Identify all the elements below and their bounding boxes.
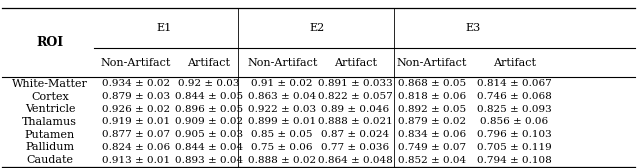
Text: Artifact: Artifact [188,57,230,68]
Text: 0.824 ± 0.06: 0.824 ± 0.06 [102,143,170,152]
Text: 0.909 ± 0.02: 0.909 ± 0.02 [175,117,243,127]
Text: 0.888 ± 0.02: 0.888 ± 0.02 [248,156,316,165]
Text: 0.85 ± 0.05: 0.85 ± 0.05 [252,130,313,139]
Text: Cortex: Cortex [31,92,68,101]
Text: 0.879 ± 0.03: 0.879 ± 0.03 [102,92,170,101]
Text: 0.922 ± 0.03: 0.922 ± 0.03 [248,105,316,114]
Text: 0.75 ± 0.06: 0.75 ± 0.06 [252,143,313,152]
Text: 0.863 ± 0.04: 0.863 ± 0.04 [248,92,316,101]
Text: Artifact: Artifact [493,57,536,68]
Text: White-Matter: White-Matter [12,79,88,89]
Text: 0.852 ± 0.04: 0.852 ± 0.04 [397,156,466,165]
Text: 0.864 ± 0.048: 0.864 ± 0.048 [318,156,393,165]
Text: 0.934 ± 0.02: 0.934 ± 0.02 [102,79,170,88]
Text: Non-Artifact: Non-Artifact [397,57,467,68]
Text: 0.834 ± 0.06: 0.834 ± 0.06 [397,130,466,139]
Text: Artifact: Artifact [334,57,377,68]
Text: E3: E3 [465,23,481,33]
Text: 0.877 ± 0.07: 0.877 ± 0.07 [102,130,170,139]
Text: 0.77 ± 0.036: 0.77 ± 0.036 [321,143,389,152]
Text: E1: E1 [157,23,172,33]
Text: 0.818 ± 0.06: 0.818 ± 0.06 [397,92,466,101]
Text: 0.899 ± 0.01: 0.899 ± 0.01 [248,117,316,127]
Text: E2: E2 [310,23,325,33]
Text: 0.796 ± 0.103: 0.796 ± 0.103 [477,130,552,139]
Text: 0.926 ± 0.02: 0.926 ± 0.02 [102,105,170,114]
Text: 0.794 ± 0.108: 0.794 ± 0.108 [477,156,552,165]
Text: 0.891 ± 0.033: 0.891 ± 0.033 [318,79,393,88]
Text: 0.888 ± 0.021: 0.888 ± 0.021 [318,117,393,127]
Text: 0.868 ± 0.05: 0.868 ± 0.05 [397,79,466,88]
Text: Pallidum: Pallidum [26,142,74,153]
Text: 0.825 ± 0.093: 0.825 ± 0.093 [477,105,552,114]
Text: 0.893 ± 0.04: 0.893 ± 0.04 [175,156,243,165]
Text: 0.822 ± 0.057: 0.822 ± 0.057 [318,92,393,101]
Text: 0.905 ± 0.03: 0.905 ± 0.03 [175,130,243,139]
Text: Ventricle: Ventricle [24,104,75,114]
Text: 0.844 ± 0.05: 0.844 ± 0.05 [175,92,243,101]
Text: Caudate: Caudate [26,155,74,165]
Text: Putamen: Putamen [25,130,75,140]
Text: 0.856 ± 0.06: 0.856 ± 0.06 [481,117,548,127]
Text: 0.892 ± 0.05: 0.892 ± 0.05 [397,105,466,114]
Text: 0.814 ± 0.067: 0.814 ± 0.067 [477,79,552,88]
Text: Thalamus: Thalamus [22,117,77,127]
Text: 0.89 ± 0.046: 0.89 ± 0.046 [321,105,389,114]
Text: 0.749 ± 0.07: 0.749 ± 0.07 [397,143,466,152]
Text: 0.844 ± 0.04: 0.844 ± 0.04 [175,143,243,152]
Text: Non-Artifact: Non-Artifact [100,57,171,68]
Text: Non-Artifact: Non-Artifact [247,57,317,68]
Text: 0.919 ± 0.01: 0.919 ± 0.01 [102,117,170,127]
Text: 0.913 ± 0.01: 0.913 ± 0.01 [102,156,170,165]
Text: 0.896 ± 0.05: 0.896 ± 0.05 [175,105,243,114]
Text: 0.746 ± 0.068: 0.746 ± 0.068 [477,92,552,101]
Text: 0.705 ± 0.119: 0.705 ± 0.119 [477,143,552,152]
Text: 0.879 ± 0.02: 0.879 ± 0.02 [397,117,466,127]
Text: 0.91 ± 0.02: 0.91 ± 0.02 [252,79,313,88]
Text: 0.87 ± 0.024: 0.87 ± 0.024 [321,130,389,139]
Text: ROI: ROI [36,36,63,49]
Text: 0.92 ± 0.03: 0.92 ± 0.03 [178,79,240,88]
